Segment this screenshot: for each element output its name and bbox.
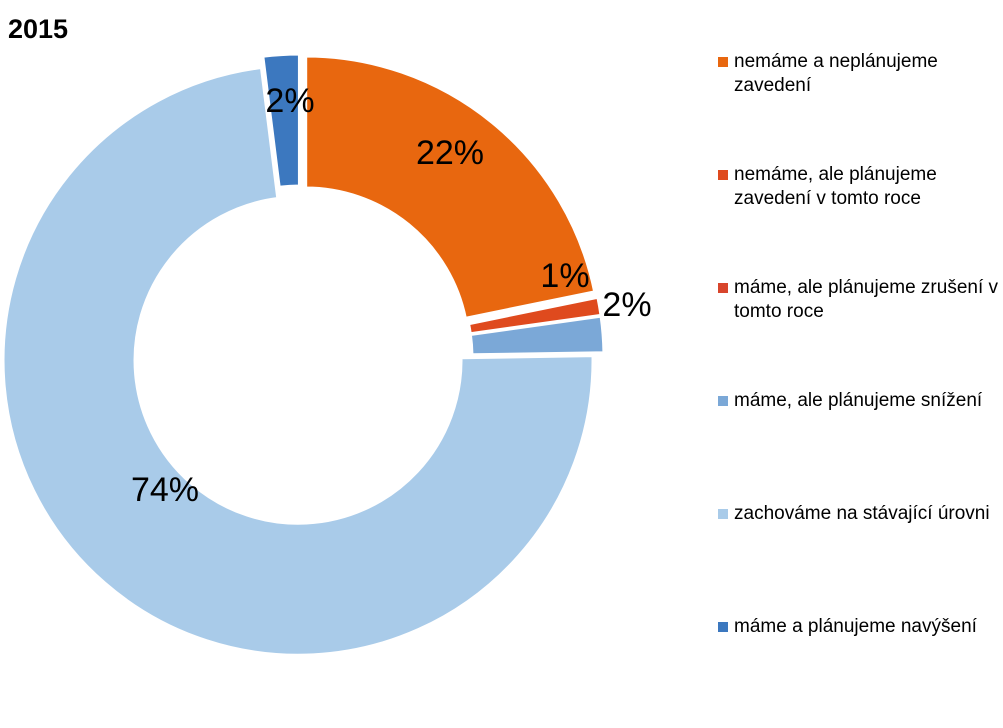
legend-label: máme, ale plánujeme zrušení v tomto roce (734, 277, 999, 322)
legend-label: zachováme na stávající úrovni (734, 503, 990, 524)
legend-label: máme, ale plánujeme snížení (734, 390, 983, 411)
chart: 2015 22%1%0%2%74%2% (1, 14, 652, 657)
legend: nemáme a neplánujeme zavedení nemáme, ale… (718, 50, 1003, 728)
legend-label: nemáme, ale plánujeme zavedení v tomto r… (734, 164, 937, 209)
data-label: 2% (602, 286, 651, 324)
legend-swatch (718, 170, 728, 180)
slice (1, 65, 595, 657)
legend-swatch (718, 509, 728, 519)
slice (261, 52, 301, 189)
legend-item: nemáme a neplánujeme zavedení (718, 50, 1003, 163)
legend-swatch (718, 57, 728, 67)
chart-title: 2015 (8, 14, 68, 44)
data-label: 74% (131, 471, 199, 509)
legend-item: máme a plánujeme navýšení (718, 615, 1003, 728)
slice (468, 314, 606, 357)
data-label: 2% (265, 82, 314, 120)
legend-item: máme, ale plánujeme snížení (718, 389, 1003, 502)
legend-swatch (718, 283, 728, 293)
data-label: 1% (540, 257, 589, 295)
legend-item: máme, ale plánujeme zrušení v tomto roce (718, 276, 1003, 389)
legend-label: nemáme a neplánujeme zavedení (734, 51, 938, 96)
legend-item: zachováme na stávající úrovni (718, 502, 1003, 615)
page: {"chart_data": {"type": "donut", "title"… (1, 14, 999, 657)
legend-label: máme a plánujeme navýšení (734, 616, 977, 637)
slice (304, 54, 597, 321)
data-label: 22% (416, 134, 484, 172)
legend-swatch (718, 622, 728, 632)
legend-item: nemáme, ale plánujeme zavedení v tomto r… (718, 163, 1003, 276)
legend-swatch (718, 396, 728, 406)
